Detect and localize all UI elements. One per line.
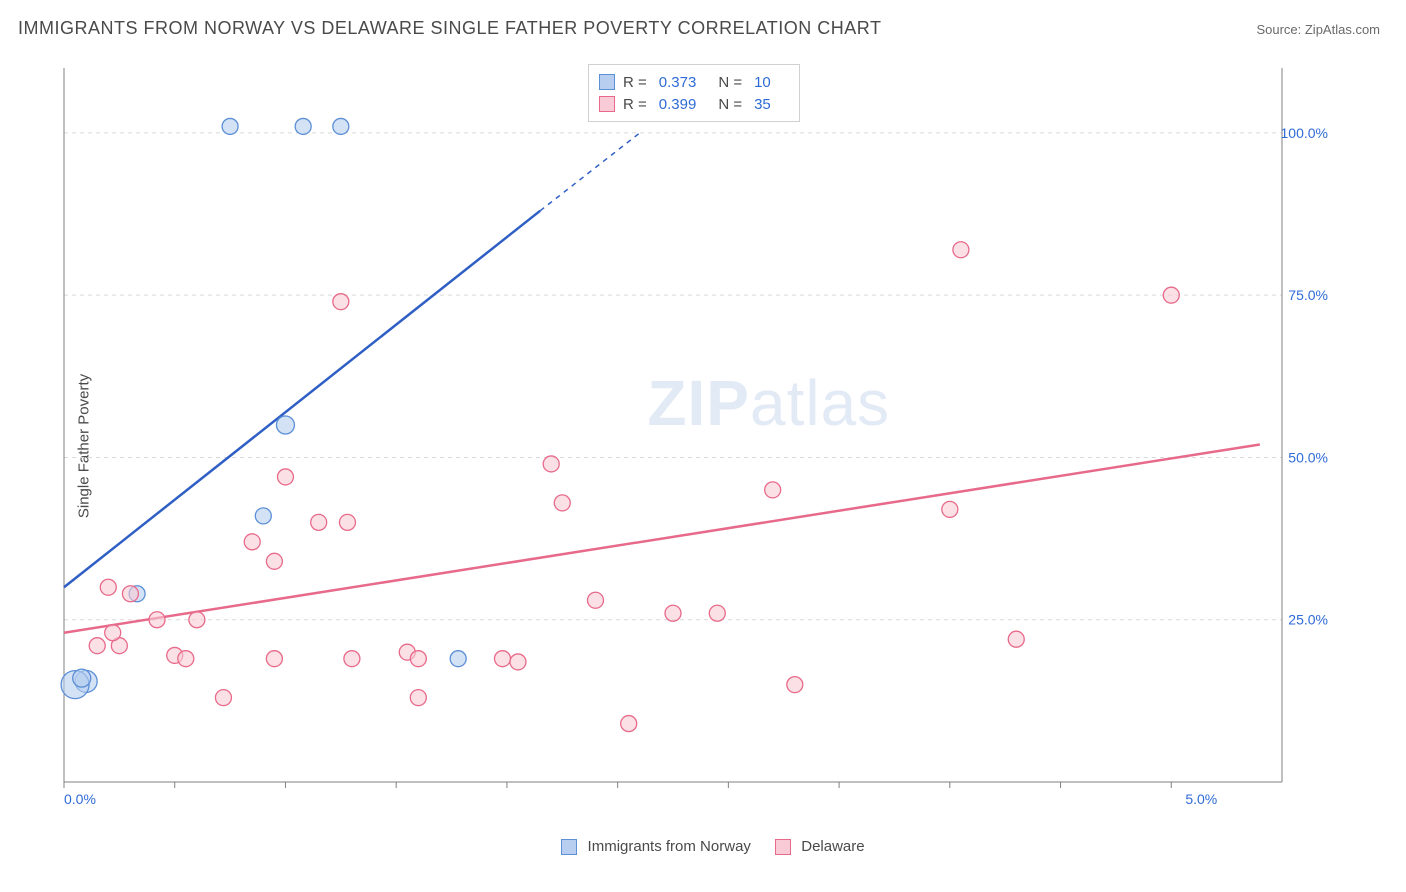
plot-svg: 25.0% 50.0% 75.0% 100.0% 0.0% 5.0%	[56, 58, 1352, 808]
correlation-legend: R =0.373 N =10 R =0.399 N =35	[588, 64, 800, 122]
legend-label-norway: Immigrants from Norway	[588, 838, 751, 855]
scatter-plot: ZIPatlas 25.0%50.0%75.0%100.0%0.0%5.0% R…	[56, 58, 1352, 808]
series-legend: Immigrants from Norway Delaware	[0, 838, 1406, 855]
n-value-norway: 10	[754, 74, 771, 91]
legend-row-norway: R =0.373 N =10	[599, 71, 785, 93]
r-value-norway: 0.373	[659, 74, 697, 91]
svg-text:50.0%: 50.0%	[1288, 449, 1328, 465]
swatch-icon	[561, 839, 577, 855]
chart-title: IMMIGRANTS FROM NORWAY VS DELAWARE SINGL…	[18, 18, 881, 39]
svg-text:25.0%: 25.0%	[1288, 612, 1328, 628]
svg-text:0.0%: 0.0%	[64, 791, 96, 807]
r-value-delaware: 0.399	[659, 96, 697, 113]
swatch-icon	[599, 74, 615, 90]
source-label: Source: ZipAtlas.com	[1256, 22, 1380, 37]
svg-text:5.0%: 5.0%	[1185, 791, 1217, 807]
legend-row-delaware: R =0.399 N =35	[599, 93, 785, 115]
swatch-icon	[599, 96, 615, 112]
n-value-delaware: 35	[754, 96, 771, 113]
swatch-icon	[775, 839, 791, 855]
legend-label-delaware: Delaware	[801, 838, 864, 855]
svg-text:100.0%: 100.0%	[1281, 125, 1328, 141]
svg-text:75.0%: 75.0%	[1288, 287, 1328, 303]
